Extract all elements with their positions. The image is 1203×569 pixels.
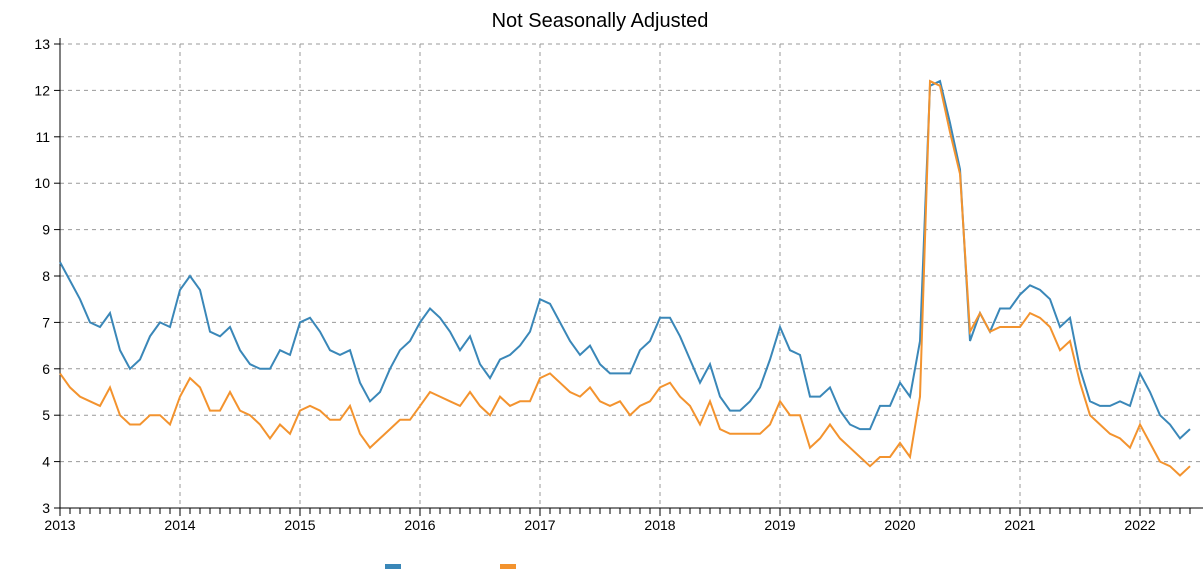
y-tick-label: 11	[35, 129, 50, 145]
y-tick-label: 7	[42, 314, 50, 330]
x-tick-label: 2017	[524, 517, 555, 533]
x-tick-label: 2016	[404, 517, 435, 533]
legend-swatch	[500, 564, 516, 569]
series-line	[59, 79, 1191, 477]
y-tick-label: 9	[42, 222, 50, 238]
y-tick-label: 8	[42, 268, 50, 284]
x-tick-label: 2013	[44, 517, 75, 533]
y-tick-label: 13	[34, 36, 50, 52]
y-tick-label: 12	[34, 82, 50, 98]
series-line	[59, 79, 1191, 440]
x-tick-label: 2015	[284, 517, 315, 533]
x-tick-label: 2020	[884, 517, 915, 533]
chart-title: Not Seasonally Adjusted	[492, 10, 709, 32]
x-tick-label: 2021	[1004, 517, 1035, 533]
y-tick-label: 4	[42, 454, 50, 470]
y-tick-label: 6	[42, 361, 50, 377]
legend-swatch	[385, 564, 401, 569]
x-tick-label: 2014	[164, 517, 195, 533]
y-tick-label: 5	[42, 407, 50, 423]
x-tick-label: 2019	[764, 517, 795, 533]
y-tick-label: 3	[42, 500, 50, 516]
x-tick-label: 2018	[644, 517, 675, 533]
y-tick-label: 10	[34, 175, 50, 191]
x-tick-label: 2022	[1124, 517, 1155, 533]
